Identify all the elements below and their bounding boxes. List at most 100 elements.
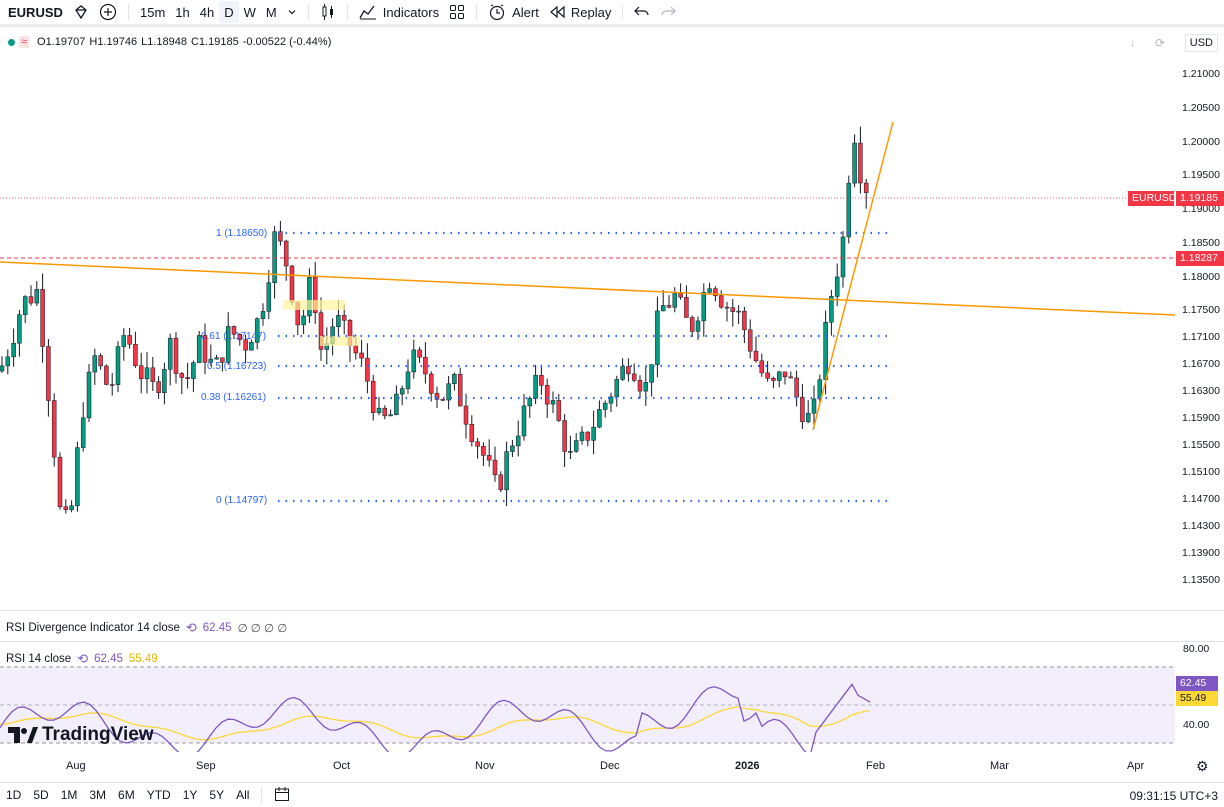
- range-6m[interactable]: 6M: [118, 788, 135, 802]
- candle: [858, 126, 863, 194]
- candle-body: [788, 376, 794, 379]
- candle: [399, 385, 405, 406]
- candle-body: [846, 182, 852, 238]
- candle: [753, 336, 759, 363]
- candle-body: [498, 474, 504, 491]
- candle-body: [533, 374, 538, 399]
- candle: [817, 374, 823, 406]
- interval-15m[interactable]: 15m: [140, 4, 166, 20]
- price-axis-label: 1.13900: [1182, 547, 1220, 560]
- interval-m[interactable]: M: [265, 4, 277, 20]
- candle: [730, 298, 736, 327]
- range-5y[interactable]: 5Y: [209, 788, 225, 802]
- templates-icon[interactable]: [444, 1, 470, 23]
- interval-w[interactable]: W: [243, 4, 256, 20]
- top-toolbar: EURUSD 15m 1h 4h D W M Indicators Alert …: [0, 0, 1224, 27]
- pane-divider[interactable]: [0, 610, 1224, 611]
- price-axis-label: 1.20000: [1182, 135, 1220, 148]
- replay-button[interactable]: Replay: [544, 1, 616, 23]
- candle-body: [51, 400, 57, 458]
- candle-body: [318, 312, 324, 350]
- candle-body: [365, 357, 370, 382]
- candle: [660, 290, 666, 312]
- chevron-down-icon[interactable]: [282, 1, 302, 23]
- undo-icon[interactable]: [629, 1, 655, 23]
- rsi-ma-tag: 55.49: [1176, 691, 1218, 706]
- candle: [22, 295, 28, 324]
- candle: [794, 370, 799, 407]
- candle: [776, 370, 782, 388]
- range-1d[interactable]: 1D: [6, 788, 22, 802]
- interval-d[interactable]: D: [219, 1, 239, 23]
- candle-body: [57, 456, 63, 508]
- compare-add-icon[interactable]: [94, 1, 122, 23]
- clock[interactable]: 09:31:15 UTC+3: [1129, 789, 1218, 803]
- alert-label: Alert: [512, 4, 539, 20]
- candle-body: [173, 337, 179, 374]
- candle-body: [104, 365, 109, 385]
- candle: [440, 398, 446, 402]
- settings-gear-icon[interactable]: ⚙: [1196, 758, 1209, 774]
- candle-body: [742, 310, 747, 331]
- candle: [492, 446, 498, 482]
- candle-body: [649, 364, 654, 383]
- range-all[interactable]: All: [236, 788, 250, 802]
- highlight-zone: [320, 336, 360, 346]
- range-1m[interactable]: 1M: [60, 788, 78, 802]
- indicators-button[interactable]: Indicators: [354, 1, 444, 23]
- candle-body: [341, 315, 347, 321]
- candle-body: [527, 398, 533, 407]
- candle-body: [782, 371, 788, 378]
- refresh-icon[interactable]: ⟳: [1155, 36, 1166, 50]
- alert-button[interactable]: Alert: [483, 1, 544, 23]
- price-chart[interactable]: [0, 0, 1224, 610]
- time-aug: Aug: [66, 760, 86, 772]
- candle-body: [231, 326, 237, 335]
- candle-body: [655, 310, 660, 365]
- rsi-divergence-legend: RSI Divergence Indicator 14 close ⟲ 62.4…: [6, 620, 287, 636]
- candle-body: [811, 398, 817, 414]
- candle-body: [579, 431, 585, 441]
- candle-body: [301, 315, 306, 326]
- candle-body: [0, 365, 5, 372]
- candle-body: [133, 344, 138, 366]
- rsi-chart[interactable]: [0, 642, 1224, 752]
- divider: [261, 787, 263, 803]
- range-ytd[interactable]: YTD: [146, 788, 171, 802]
- candle-body: [208, 358, 214, 363]
- candle-body: [80, 417, 86, 448]
- candle-body: [225, 326, 231, 363]
- market-open-icon: [8, 38, 15, 46]
- calendar-icon[interactable]: [268, 786, 296, 805]
- candle-body: [544, 385, 550, 405]
- favorite-icon[interactable]: [68, 1, 94, 23]
- candle-body: [266, 282, 272, 312]
- currency-select[interactable]: USD: [1184, 34, 1218, 52]
- interval-1h[interactable]: 1h: [175, 4, 190, 20]
- range-1y[interactable]: 1Y: [182, 788, 198, 802]
- pane-divider[interactable]: [0, 641, 1224, 642]
- symbol-search[interactable]: EURUSD: [8, 4, 63, 20]
- time-axis[interactable]: Aug Sep Oct Nov Dec 2026 Feb Mar Apr ⚙: [0, 752, 1224, 780]
- ohlc-open: O1.19707: [37, 36, 86, 48]
- candle: [156, 376, 161, 399]
- candle: [428, 371, 434, 402]
- redo-icon[interactable]: [655, 1, 681, 23]
- candle: [678, 283, 683, 300]
- candle-body: [336, 315, 341, 328]
- candle-body: [585, 431, 591, 441]
- tradingview-logo[interactable]: TradingView: [8, 724, 154, 746]
- arrow-down-icon[interactable]: ↓: [1130, 37, 1136, 49]
- candle-body: [550, 400, 556, 405]
- range-5d[interactable]: 5D: [33, 788, 49, 802]
- candle-body: [515, 435, 521, 447]
- candle: [231, 325, 237, 339]
- interval-4h[interactable]: 4h: [199, 4, 215, 20]
- candles-icon[interactable]: [315, 1, 341, 23]
- candle: [225, 312, 231, 365]
- candle: [637, 375, 643, 399]
- candle-body: [620, 366, 625, 380]
- time-oct: Oct: [333, 760, 351, 772]
- candle: [69, 500, 74, 513]
- range-3m[interactable]: 3M: [89, 788, 107, 802]
